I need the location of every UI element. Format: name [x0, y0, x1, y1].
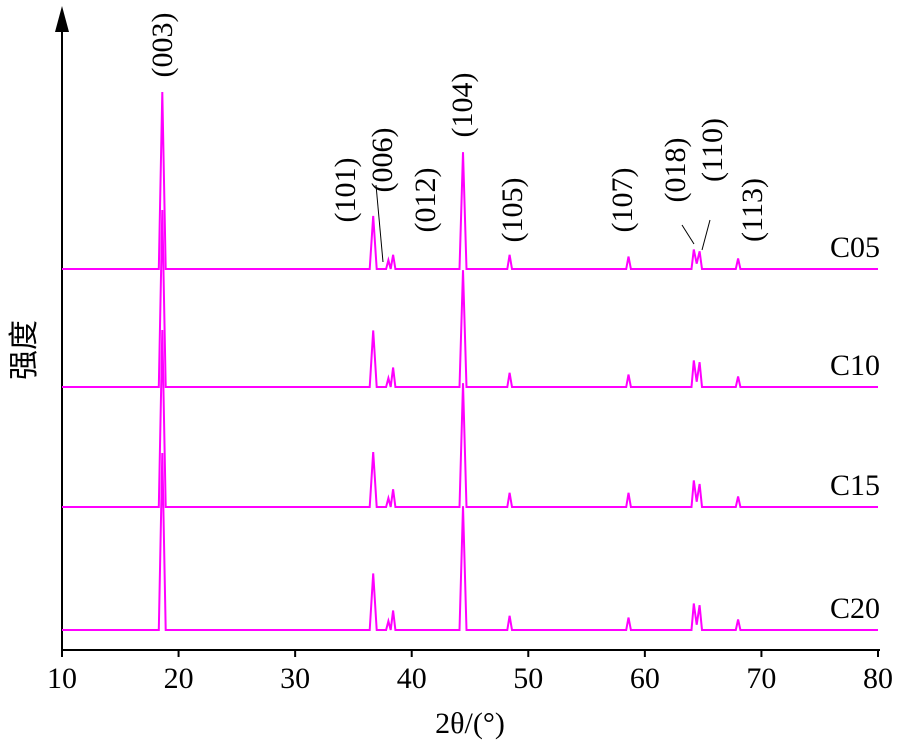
x-tick-label: 20: [164, 662, 194, 695]
leader-line: [701, 219, 711, 251]
peak-label: (018): [659, 138, 692, 203]
leader-line: [681, 224, 695, 245]
peak-label: (105): [496, 178, 529, 243]
series-label: C05: [830, 231, 880, 264]
x-tick-label: 40: [397, 662, 427, 695]
peak-label: (113): [736, 178, 769, 242]
peak-label: (107): [606, 168, 639, 233]
pattern-line: [62, 209, 878, 388]
leader-line: [375, 184, 384, 263]
peak-label: (012): [409, 168, 442, 233]
pattern-line: [62, 329, 878, 508]
y-axis-arrow: [55, 6, 69, 32]
x-axis-label: 2θ/(°): [435, 707, 505, 740]
peak-label: (110): [696, 118, 729, 182]
pattern-line: [62, 452, 878, 631]
x-tick-label: 50: [513, 662, 543, 695]
peak-label: (104): [446, 73, 479, 138]
series-label: C20: [830, 592, 880, 625]
y-axis-label: 强度: [8, 320, 41, 380]
x-tick-label: 30: [280, 662, 310, 695]
peak-label: (101): [329, 158, 362, 223]
x-tick-label: 60: [630, 662, 660, 695]
pattern-line: [62, 91, 878, 270]
x-tick-label: 70: [746, 662, 776, 695]
peak-label: (006): [366, 128, 399, 193]
series-label: C10: [830, 349, 880, 382]
peak-label: (003): [146, 13, 179, 78]
x-tick-label: 10: [47, 662, 77, 695]
series-label: C15: [830, 469, 880, 502]
x-tick-label: 80: [863, 662, 893, 695]
